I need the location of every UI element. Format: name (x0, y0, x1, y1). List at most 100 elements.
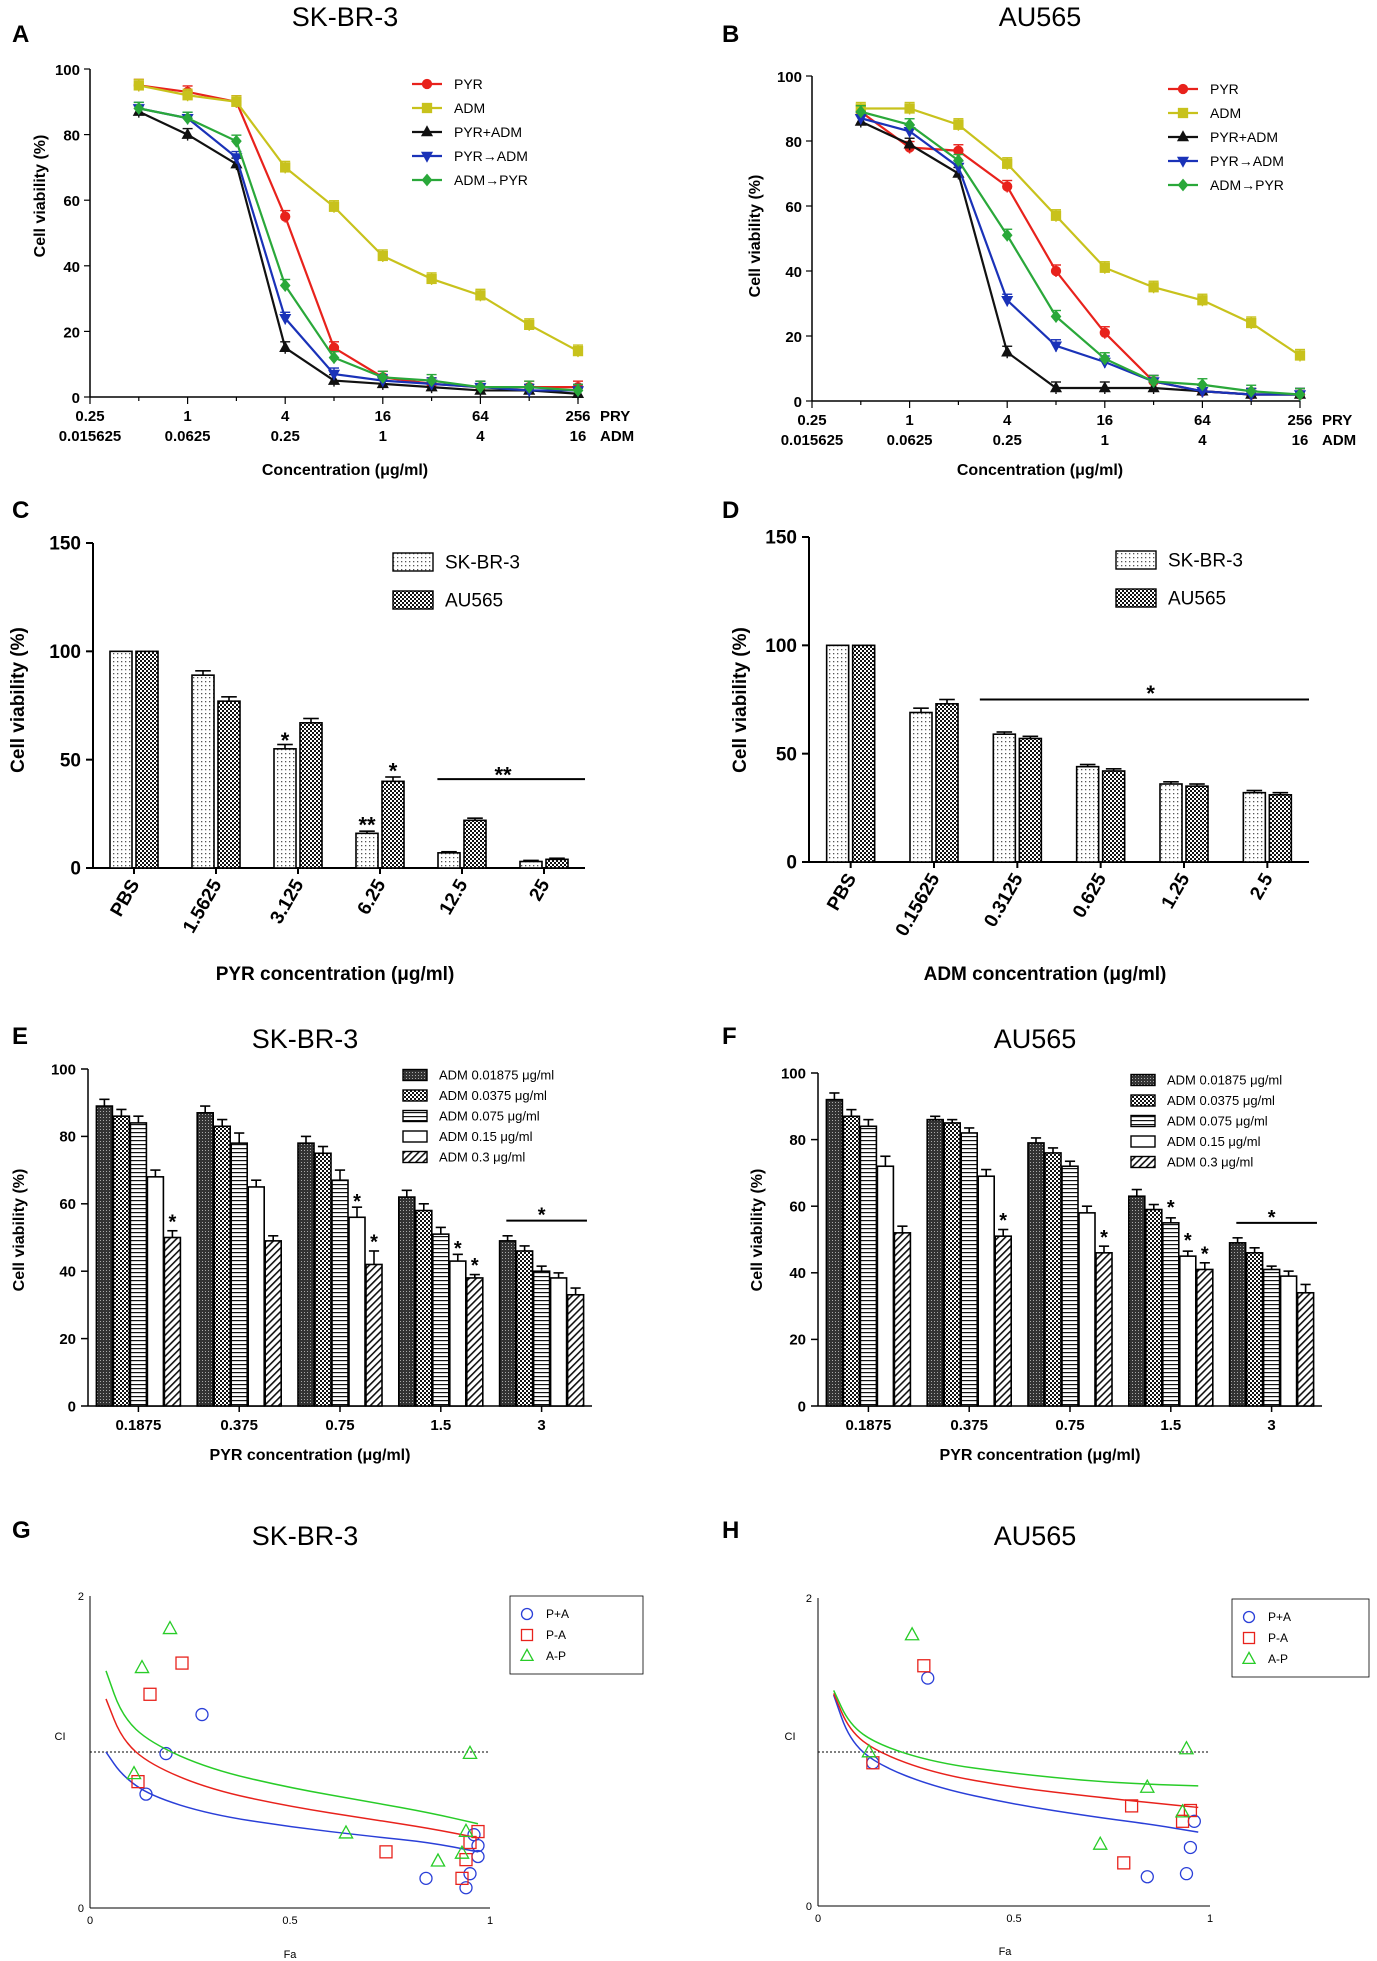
data-point (953, 154, 964, 167)
bar (992, 733, 1017, 863)
legend-marker (520, 1628, 534, 1642)
bar (1018, 737, 1043, 863)
significance-marker: * (1184, 1230, 1192, 1252)
x-tick-label: 0.5 (282, 1915, 297, 1927)
y-tick-label: 20 (63, 324, 80, 341)
x-tick-label: 0.375 (220, 1417, 258, 1434)
legend-label: ADM 0.15 μg/ml (439, 1129, 533, 1144)
data-point (1148, 375, 1159, 388)
data-point (462, 1745, 478, 1760)
data-point (426, 374, 437, 388)
data-point (454, 1844, 470, 1859)
legend-swatch (402, 1109, 428, 1123)
data-point (231, 96, 242, 107)
data-point (279, 341, 292, 353)
bar (397, 1196, 416, 1407)
significance-marker: * (370, 1232, 378, 1254)
x-tick-label: 0.15625 (892, 870, 945, 940)
bar (859, 1125, 878, 1407)
legend-swatch (1115, 588, 1157, 608)
fit-curve-P-A (832, 1693, 1199, 1809)
data-point (1294, 350, 1306, 361)
bar (381, 780, 405, 869)
y-tick-label: 100 (51, 1061, 76, 1078)
bar (1185, 785, 1209, 863)
y-tick-label: 0 (806, 1901, 812, 1913)
x-tick-label: 0.625 (1069, 870, 1111, 922)
significance-marker: * (999, 1210, 1007, 1232)
x-tick-label-adm: 0.25 (271, 428, 300, 445)
bar (498, 1240, 517, 1407)
data-point (1174, 1803, 1191, 1818)
y-tick-label: 0 (68, 1398, 76, 1415)
data-point (471, 1824, 485, 1839)
data-point (426, 273, 437, 285)
x-tick-label: 1.25 (1158, 870, 1195, 913)
chart-title: AU565 (994, 1024, 1077, 1054)
significance-marker: * (471, 1255, 479, 1277)
x-axis-label: Fa (284, 1949, 298, 1961)
data-point (904, 1626, 920, 1641)
legend-marker (421, 78, 433, 90)
bar (331, 1179, 349, 1407)
legend-label: PYR→ADM (1210, 153, 1284, 169)
y-tick-label: 100 (49, 642, 81, 663)
fit-curve-P+A (105, 1751, 479, 1853)
data-point (279, 279, 291, 292)
x-tick-label: 2.5 (1246, 870, 1278, 904)
panel-g-scatter-chart: SK-BR-3 CI Fa 0 2 0 0.5 1 P+A P-A A-P (55, 1521, 644, 1961)
y-tick-label: 0 (786, 853, 797, 874)
x-axis-label: PYR concentration (μg/ml) (210, 1447, 411, 1464)
x-tick-label: 3 (537, 1417, 545, 1434)
x-tick-label-pyr: 64 (472, 408, 489, 425)
legend-label: P+A (546, 1607, 569, 1621)
panel-letter-g: G (12, 1517, 31, 1544)
y-tick-label: 2 (806, 1593, 812, 1605)
data-point (475, 290, 486, 301)
data-point (231, 134, 242, 148)
data-point (182, 111, 193, 125)
legend-label: PYR+ADM (454, 124, 522, 140)
legend-label: AU565 (445, 591, 503, 612)
significance-marker: * (538, 1205, 546, 1227)
bar (825, 1098, 844, 1407)
legend-label: A-P (546, 1649, 566, 1663)
y-axis-label: Cell viability (%) (8, 627, 29, 773)
data-point (1050, 210, 1062, 221)
bar (519, 860, 543, 869)
x-tick-label: 12.5 (436, 876, 473, 919)
y-tick-label: 100 (765, 636, 797, 657)
data-point (1175, 1814, 1190, 1828)
x-tick-label: 0.1875 (115, 1417, 161, 1434)
bar (1128, 1195, 1146, 1407)
data-point (861, 1743, 877, 1758)
data-point (430, 1852, 446, 1867)
legend-label: PYR+ADM (1210, 129, 1278, 145)
legend-label: ADM 0.01875 μg/ml (1167, 1073, 1282, 1088)
bar (95, 1105, 114, 1407)
significance-marker: * (1100, 1227, 1108, 1249)
legend-marker (420, 125, 434, 137)
x-tick-label: 1.5 (1160, 1417, 1181, 1434)
data-point (523, 380, 535, 394)
y-tick-label: 20 (59, 1331, 76, 1348)
y-axis-label: CI (55, 1731, 66, 1743)
bar (935, 703, 959, 863)
legend-marker (1242, 1610, 1256, 1624)
data-point (1294, 388, 1306, 401)
x-tick-label-adm: 0.0625 (165, 428, 211, 445)
data-point (159, 1746, 173, 1761)
x-axis-label: ADM concentration (μg/ml) (924, 964, 1167, 985)
x-tick-label: 3 (1267, 1417, 1275, 1434)
x-tick-label-pyr: 1 (905, 412, 913, 429)
bar (448, 1260, 467, 1407)
x-tick-label: 1 (1207, 1913, 1213, 1925)
data-point (1049, 341, 1063, 353)
x-tick-label: 6.25 (354, 876, 391, 919)
bar (1196, 1268, 1214, 1407)
bar (414, 1209, 433, 1407)
legend-label: A-P (1268, 1652, 1288, 1666)
data-point (475, 380, 486, 394)
x-tick-label-adm: 4 (476, 428, 485, 445)
x-tick-label-adm: 16 (1292, 432, 1309, 449)
